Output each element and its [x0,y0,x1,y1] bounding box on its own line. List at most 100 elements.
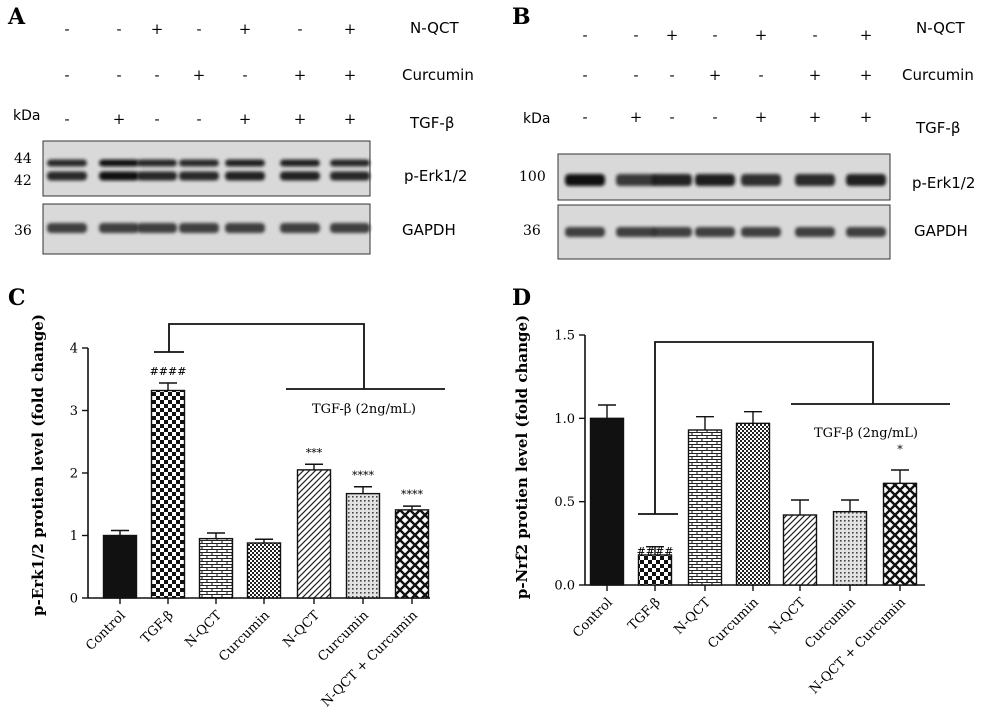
blot-b-sign-r2-l5: + [809,108,822,126]
blot-b-band-top-0-lane-6 [846,174,886,186]
row-label-tgfb-a: TGF-β [409,114,454,132]
blot-a-band-top-0-lane-2 [137,159,177,167]
chart-d-category-label-3: Curcumin [705,595,762,652]
blot-b-sign-r1-l1: - [633,66,638,84]
chart-c-y-tick-label-3: 3 [70,404,78,419]
chart-c-category-label-6: N-QCT + Curcumin [319,608,421,710]
blot-a-band-top-1-lane-0 [47,171,87,181]
blot-b-band-gapdh-lane-6 [846,227,886,237]
chart-d-bar-2 [687,429,723,586]
blot-a-band-top-1-lane-4 [225,171,265,181]
row-label-nqct-b: N-QCT [916,19,965,37]
treatment-signs-b: - - + - + - + - - - + - + + - + - - + + + [582,26,872,126]
blot-b-band-top-0-lane-2 [652,174,692,186]
chart-d-bar-3 [735,422,771,586]
chart-c-bar-3 [246,542,282,599]
blot-b-sign-r1-l3: + [709,66,722,84]
blot-b-sign-r0-l5: - [812,26,817,44]
blot-a-sign-r1-l1: - [116,66,121,84]
blot-b-sign-r0-l2: + [666,26,679,44]
chart-c-comparison-bracket [154,323,445,390]
panel-label-a: A [7,4,26,30]
blot-a-band-gapdh-lane-5 [280,223,320,233]
chart-d-significance-6: * [897,443,903,456]
kda-label-b: kDa [523,111,550,127]
blot-a-band-top-0-lane-0 [47,159,87,167]
chart-d-category-label-6: N-QCT + Curcumin [807,595,909,697]
y-axis-label-c: p-Erk1/2 protien level (fold change) [29,314,47,616]
chart-d-y-tick-label-1: 0.5 [554,495,575,510]
row-label-curcumin-a: Curcumin [402,66,474,84]
y-axis-label-d: p-Nrf2 protien level (fold change) [513,315,531,599]
chart-c-bar-4 [296,469,332,599]
blot-a-sign-r0-l1: - [116,20,121,38]
chart-d-y-tick-label-0: 0.0 [554,579,575,594]
blot-b-sign-r1-l0: - [582,66,587,84]
blot-b-sign-r2-l2: - [669,108,674,126]
panel-label-d: D [512,285,531,311]
chart-d-significance-1: #### [637,545,674,558]
blot-b-sign-r2-l4: + [755,108,768,126]
blot-a-band-top-1-lane-3 [179,171,219,181]
blot-a-band-gapdh-lane-4 [225,223,265,233]
chart-c-category-label-3: Curcumin [216,608,273,665]
chart-c-y-tick-label-2: 2 [70,467,78,482]
blot-a-sign-r2-l1: + [113,110,126,128]
blot-a-band-top-0-lane-6 [330,159,370,167]
blot-b-sign-r2-l1: + [630,108,643,126]
blot-b-band-top-0-lane-3 [695,174,735,186]
chart-c-bar-1 [150,389,186,599]
chart-d-bar-6 [882,482,918,586]
bands-b [565,174,886,237]
chart-c-y-tick-label-4: 4 [70,342,78,357]
chart-c-bar-5 [345,492,381,599]
blot-a-sign-r2-l5: + [294,110,307,128]
western-blot-a: - - + - + - + - - - + - + + - + - - + + + N-QCT Curcumin TGF… [13,19,474,255]
bar-chart-d: p-Nrf2 protien level (fold change) TGF-β… [513,315,950,697]
blot-b-sign-r0-l1: - [633,26,638,44]
mw-36-b: 36 [523,223,541,239]
blot-b-band-gapdh-lane-0 [565,227,605,237]
blot-a-sign-r0-l4: + [239,20,252,38]
panel-label-c: C [8,285,26,311]
chart-c-bar-6 [394,509,430,599]
band-label-perk-a: p-Erk1/2 [404,167,467,185]
blot-a-sign-r1-l5: + [294,66,307,84]
panel-label-b: B [512,4,531,30]
blot-b-sign-r0-l0: - [582,26,587,44]
blot-b-band-top-0-lane-1 [616,174,656,186]
blot-b-sign-r0-l3: - [712,26,717,44]
blot-a-sign-r2-l0: - [64,110,69,128]
blot-a-band-gapdh-lane-0 [47,223,87,233]
chart-d-category-label-0: Control [570,595,616,641]
row-label-tgfb-b: TGF-β [915,119,960,137]
mw-42: 42 [14,173,32,189]
blot-a-band-top-1-lane-5 [280,171,320,181]
blot-a-sign-r2-l3: - [196,110,201,128]
blot-a-band-top-1-lane-2 [137,171,177,181]
blot-a-sign-r0-l5: - [297,20,302,38]
chart-c-category-label-4: N-QCT [280,608,323,651]
blot-b-band-top-0-lane-5 [795,174,835,186]
chart-d-bar-4 [782,514,818,586]
blot-a-band-top-1-lane-1 [99,171,139,181]
chart-d-y-tick-label-2: 1.0 [554,412,575,427]
blot-a-sign-r1-l2: - [154,66,159,84]
chart-c-bar-2 [198,537,234,599]
blot-a-sign-r1-l4: - [242,66,247,84]
blot-a-band-top-0-lane-1 [99,159,139,167]
chart-c-category-label-0: Control [83,608,129,654]
blot-b-band-gapdh-lane-1 [616,227,656,237]
blot-b-band-top-0-lane-4 [741,174,781,186]
blot-b-sign-r1-l6: + [860,66,873,84]
blot-a-sign-r0-l2: + [151,20,164,38]
blot-b-band-gapdh-lane-3 [695,227,735,237]
chart-c-significance-5: **** [352,469,375,482]
blot-a-band-gapdh-lane-1 [99,223,139,233]
blot-a-band-gapdh-lane-2 [137,223,177,233]
chart-c-category-label-2: N-QCT [182,608,225,651]
blot-a-sign-r2-l4: + [239,110,252,128]
chart-c-significance-1: #### [150,365,187,378]
blot-b-band-gapdh-lane-5 [795,227,835,237]
